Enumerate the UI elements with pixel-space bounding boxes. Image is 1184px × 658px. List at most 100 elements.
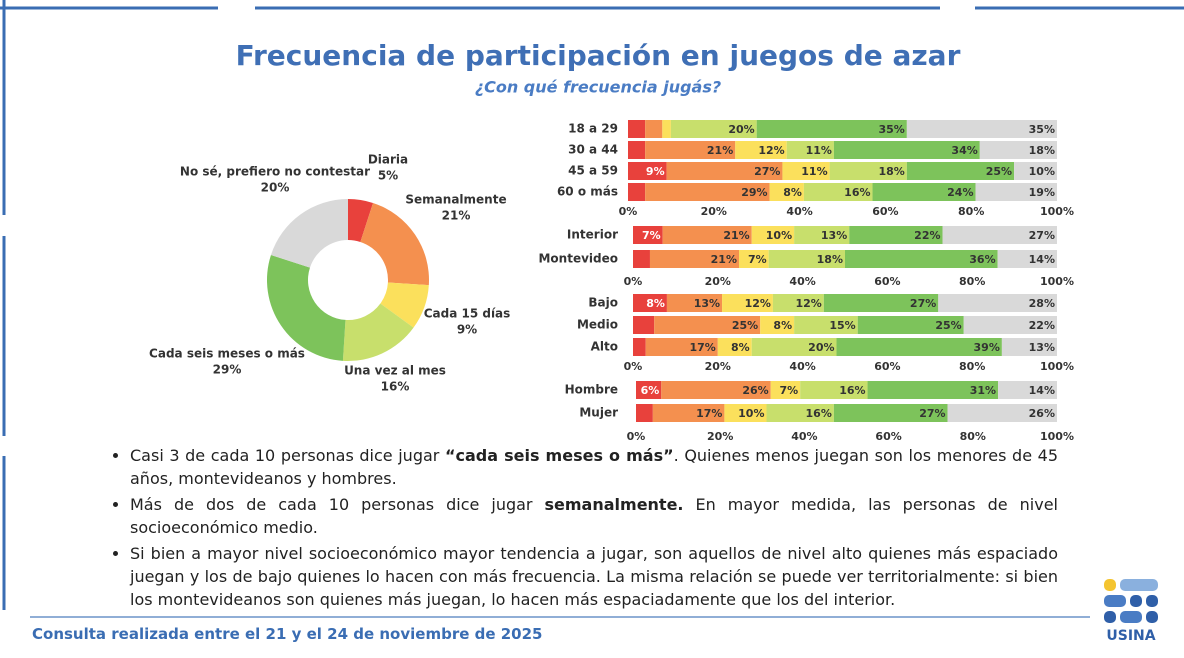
value-label: 29%	[741, 186, 767, 199]
bar-segment	[906, 120, 1057, 138]
bar-segment	[829, 162, 907, 180]
value-label: 19%	[1029, 186, 1055, 199]
value-label: 26%	[1029, 407, 1055, 420]
bar-segment	[670, 120, 757, 138]
value-label: 18%	[879, 165, 905, 178]
value-label: 20%	[728, 123, 754, 136]
x-tick-label: 20%	[707, 430, 733, 443]
value-label: 16%	[839, 384, 865, 397]
bar-segment	[942, 226, 1057, 244]
x-tick-label: 40%	[786, 205, 812, 218]
value-label: 24%	[947, 186, 973, 199]
value-label: 8%	[773, 319, 792, 332]
bar-segment	[794, 316, 858, 334]
value-label: 10%	[766, 229, 792, 242]
value-label: 12%	[758, 144, 784, 157]
donut-slice	[380, 282, 429, 328]
x-tick-label: 80%	[959, 360, 985, 373]
bar-segment	[786, 141, 834, 159]
value-label: 22%	[914, 229, 940, 242]
text: En mayor medida, las personas de nivel s…	[130, 495, 1058, 537]
value-label: 16%	[806, 407, 832, 420]
x-tick-label: 40%	[789, 360, 815, 373]
bar-segment	[717, 338, 752, 356]
bar-segment	[645, 120, 663, 138]
bar-segment	[849, 226, 943, 244]
bar-segment	[782, 162, 830, 180]
bar-segment	[628, 120, 646, 138]
bar-segment	[636, 404, 653, 422]
x-tick-label: 40%	[789, 275, 815, 288]
value-label: 22%	[1029, 319, 1055, 332]
x-tick-label: 100%	[1040, 205, 1074, 218]
value-label: 20%	[808, 341, 834, 354]
bar-segment	[760, 316, 795, 334]
bar-segment	[628, 141, 646, 159]
bar-segment	[833, 141, 980, 159]
bar-segment	[636, 381, 662, 399]
slice-label: No sé, prefiero no contestar	[180, 165, 370, 179]
value-label: 8%	[783, 186, 802, 199]
value-label: 10%	[1029, 165, 1055, 178]
text: “cada seis meses o más”	[444, 446, 674, 465]
bar-segment	[768, 250, 845, 268]
value-label: 27%	[1029, 229, 1055, 242]
value-label: 27%	[754, 165, 780, 178]
x-tick-label: 0%	[624, 360, 643, 373]
category-label: 45 a 59	[568, 164, 618, 178]
slice-value: 5%	[378, 169, 398, 183]
bar-segment	[872, 183, 976, 201]
value-label: 31%	[970, 384, 996, 397]
bar-segment	[833, 404, 948, 422]
value-label: 17%	[689, 341, 715, 354]
bar-segment	[633, 338, 646, 356]
donut-slice	[360, 202, 429, 286]
bar-segment	[652, 404, 725, 422]
value-label: 21%	[711, 253, 737, 266]
value-label: 6%	[641, 384, 660, 397]
slice-value: 20%	[261, 181, 290, 195]
value-label: 18%	[817, 253, 843, 266]
bar-segment	[751, 338, 837, 356]
x-tick-label: 0%	[624, 275, 643, 288]
value-label: 12%	[745, 297, 771, 310]
value-label: 26%	[742, 384, 768, 397]
bar-segment	[654, 316, 761, 334]
value-label: 25%	[732, 319, 758, 332]
value-label: 16%	[844, 186, 870, 199]
x-tick-label: 60%	[872, 205, 898, 218]
value-label: 8%	[646, 297, 665, 310]
bar-segment	[906, 162, 1015, 180]
bar-segment	[836, 338, 1002, 356]
bar-segment	[662, 120, 671, 138]
bar-segment	[979, 141, 1057, 159]
value-label: 21%	[723, 229, 749, 242]
value-label: 18%	[1029, 144, 1055, 157]
bar-segment	[947, 404, 1057, 422]
bullet: Si bien a mayor nivel socioeconómico may…	[130, 542, 1058, 611]
donut-slice	[270, 199, 348, 268]
x-tick-label: 100%	[1040, 275, 1074, 288]
category-label: Bajo	[588, 296, 618, 310]
value-label: 13%	[694, 297, 720, 310]
slice-value: 21%	[442, 209, 471, 223]
category-label: Medio	[577, 318, 618, 332]
value-label: 27%	[919, 407, 945, 420]
text: . Quienes menos juegan son los menores d…	[130, 446, 1059, 488]
bar-segment	[645, 338, 718, 356]
x-tick-label: 80%	[959, 275, 985, 288]
x-tick-label: 20%	[701, 205, 727, 218]
bar-segment	[963, 316, 1057, 334]
value-label: 11%	[806, 144, 832, 157]
logo-text: USINA	[1106, 628, 1155, 644]
bar-segment	[649, 250, 739, 268]
slice-label: Semanalmente	[405, 193, 506, 207]
bar-segment	[998, 381, 1057, 399]
bar-segment	[857, 316, 964, 334]
x-tick-label: 0%	[627, 430, 646, 443]
value-label: 13%	[1029, 341, 1055, 354]
subtitle: ¿Con qué frecuencia jugás?	[475, 78, 721, 97]
slice-value: 16%	[381, 380, 410, 394]
